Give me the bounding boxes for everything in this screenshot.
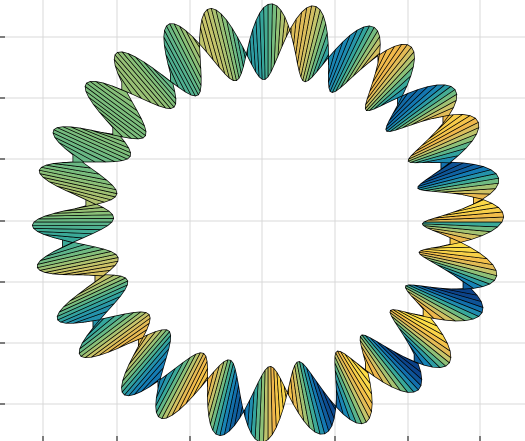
surface-facet bbox=[31, 221, 113, 227]
surface-facet bbox=[263, 4, 269, 80]
twisted-torus-surface bbox=[31, 3, 505, 441]
